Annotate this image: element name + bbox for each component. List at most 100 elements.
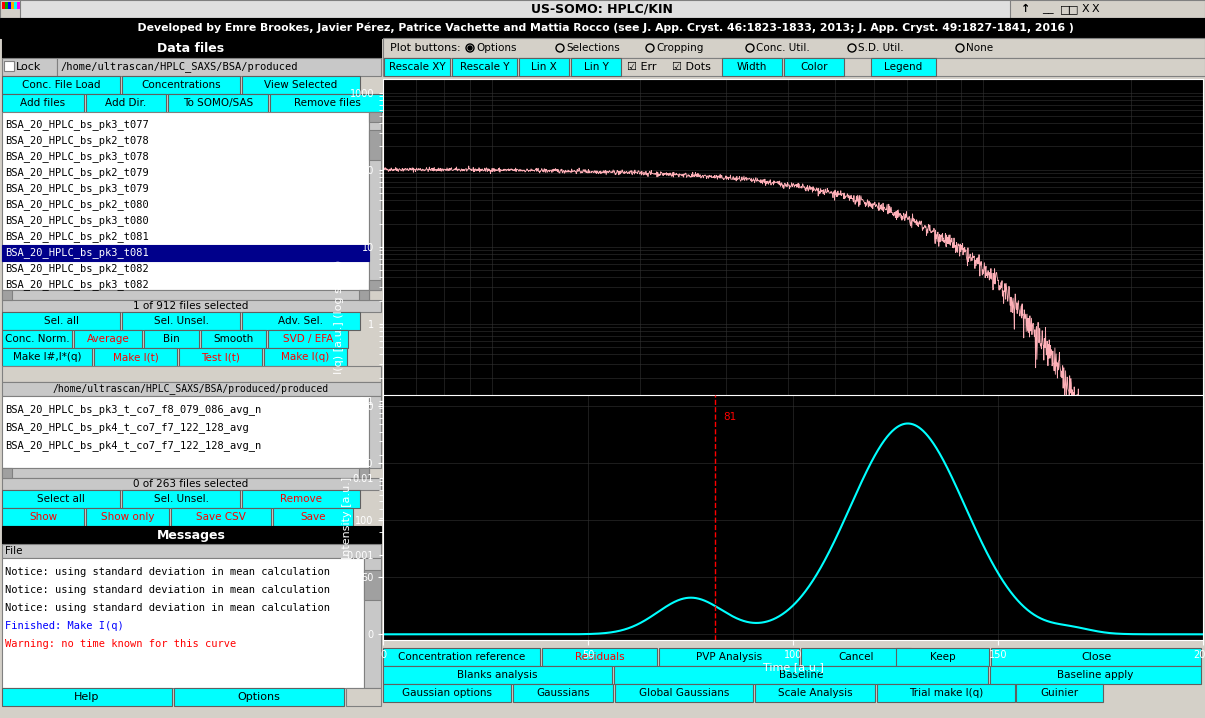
Text: Sel. Unsel.: Sel. Unsel. [153, 494, 208, 504]
Bar [801, 648, 911, 666]
Text: US-SOMO: HPLC/KIN: US-SOMO: HPLC/KIN [531, 2, 672, 16]
Text: Residuals: Residuals [575, 652, 624, 662]
Bar [364, 558, 381, 688]
Text: Add Dir.: Add Dir. [105, 98, 147, 108]
Bar [871, 58, 936, 76]
Bar [8, 2, 11, 9]
Bar [2, 2, 5, 9]
Text: ↑: ↑ [1021, 4, 1030, 14]
Bar [383, 58, 1205, 76]
Text: Color: Color [800, 62, 828, 72]
Text: Show: Show [29, 512, 57, 522]
Bar [991, 648, 1201, 666]
Bar [5, 2, 8, 9]
Text: BSA_20_HPLC_bs_pk3_t078: BSA_20_HPLC_bs_pk3_t078 [5, 151, 148, 162]
Text: Rescale Y: Rescale Y [460, 62, 510, 72]
Text: 1 of 912 files selected: 1 of 912 files selected [134, 301, 248, 311]
Bar [384, 58, 449, 76]
Text: X: X [1092, 4, 1099, 14]
Text: Rescale XY: Rescale XY [389, 62, 446, 72]
Text: Scale Analysis: Scale Analysis [777, 688, 852, 698]
Bar [57, 58, 381, 76]
Text: View Selected: View Selected [264, 80, 337, 90]
Bar [268, 330, 348, 348]
Text: Messages: Messages [157, 528, 225, 541]
Bar [1016, 684, 1103, 702]
Bar [17, 2, 20, 9]
Y-axis label: I(q) [a.u.] (log scale): I(q) [a.u.] (log scale) [334, 260, 343, 374]
Text: BSA_20_HPLC_bs_pk2_t082: BSA_20_HPLC_bs_pk2_t082 [5, 264, 148, 274]
Bar [145, 330, 199, 348]
Text: Cancel: Cancel [839, 652, 874, 662]
Bar [2, 558, 364, 688]
Text: □: □ [1059, 4, 1070, 14]
Bar [86, 94, 166, 112]
Text: Gaussians: Gaussians [536, 688, 589, 698]
Bar [242, 490, 360, 508]
Text: ☑ Dots: ☑ Dots [672, 62, 711, 72]
Text: BSA_20_HPLC_bs_pk3_t081: BSA_20_HPLC_bs_pk3_t081 [5, 248, 148, 258]
Text: File: File [5, 546, 23, 556]
Bar [180, 348, 261, 366]
Text: ☑ Err: ☑ Err [627, 62, 657, 72]
Text: BSA_20_HPLC_bs_pk2_t078: BSA_20_HPLC_bs_pk2_t078 [5, 136, 148, 146]
Bar [270, 94, 386, 112]
Text: Selections: Selections [566, 43, 619, 53]
Text: 81: 81 [723, 412, 736, 422]
Bar [171, 508, 271, 526]
Text: Add files: Add files [20, 98, 65, 108]
Bar [359, 468, 369, 478]
Bar [877, 684, 1015, 702]
Text: Lin Y: Lin Y [583, 62, 609, 72]
Bar [359, 290, 369, 300]
Text: Notice: using standard deviation in mean calculation: Notice: using standard deviation in mean… [5, 567, 330, 577]
Bar [2, 290, 369, 300]
Text: Make I(t): Make I(t) [112, 352, 158, 362]
Bar [2, 300, 381, 312]
Text: BSA_20_HPLC_bs_pk4_t_co7_f7_122_128_avg: BSA_20_HPLC_bs_pk4_t_co7_f7_122_128_avg [5, 423, 248, 434]
Text: Gaussian options: Gaussian options [402, 688, 492, 698]
Bar [167, 94, 268, 112]
Text: /home/ultrascan/HPLC_SAXS/BSA/produced/produced: /home/ultrascan/HPLC_SAXS/BSA/produced/p… [53, 383, 329, 394]
Text: Test I(t): Test I(t) [201, 352, 240, 362]
Text: Guinier: Guinier [1040, 688, 1078, 698]
Text: Make I(q): Make I(q) [282, 352, 330, 362]
Text: Average: Average [87, 334, 129, 344]
Text: Conc. Norm.: Conc. Norm. [5, 334, 70, 344]
Text: BSA_20_HPLC_bs_pk3_t080: BSA_20_HPLC_bs_pk3_t080 [5, 215, 148, 226]
Bar [0, 0, 20, 18]
Text: Select all: Select all [37, 494, 84, 504]
Bar [1010, 0, 1205, 18]
Bar [369, 396, 381, 468]
Bar [784, 58, 844, 76]
Bar [519, 58, 569, 76]
Bar [2, 526, 381, 544]
Y-axis label: Intensity [a.u.]: Intensity [a.u.] [342, 476, 352, 559]
Text: □: □ [1068, 4, 1078, 14]
Text: BSA_20_HPLC_bs_pk3_t_co7_f8_079_086_avg_n: BSA_20_HPLC_bs_pk3_t_co7_f8_079_086_avg_… [5, 404, 261, 416]
Text: None: None [966, 43, 993, 53]
Text: Adv. Sel.: Adv. Sel. [278, 316, 323, 326]
Text: Warning: no time known for this curve: Warning: no time known for this curve [5, 639, 236, 649]
X-axis label: q [1/Angstrom] (log scale): q [1/Angstrom] (log scale) [721, 577, 866, 587]
Text: Keep: Keep [930, 652, 956, 662]
Text: ↑: ↑ [1021, 4, 1030, 14]
Text: S.D. Util.: S.D. Util. [858, 43, 904, 53]
Text: Make I#,I*(q): Make I#,I*(q) [13, 352, 81, 362]
Bar [122, 490, 240, 508]
Bar [2, 382, 381, 396]
Bar [2, 468, 369, 478]
Bar [274, 508, 353, 526]
Bar [0, 0, 1205, 18]
Bar [0, 18, 1205, 38]
Text: Save CSV: Save CSV [196, 512, 246, 522]
Text: Lock: Lock [16, 62, 41, 72]
Bar [2, 58, 57, 76]
Bar [242, 76, 360, 94]
Text: Bin: Bin [163, 334, 180, 344]
Bar [571, 58, 621, 76]
Bar [542, 648, 657, 666]
Bar [11, 2, 14, 9]
Text: Smooth: Smooth [213, 334, 253, 344]
Text: Global Gaussians: Global Gaussians [639, 688, 729, 698]
